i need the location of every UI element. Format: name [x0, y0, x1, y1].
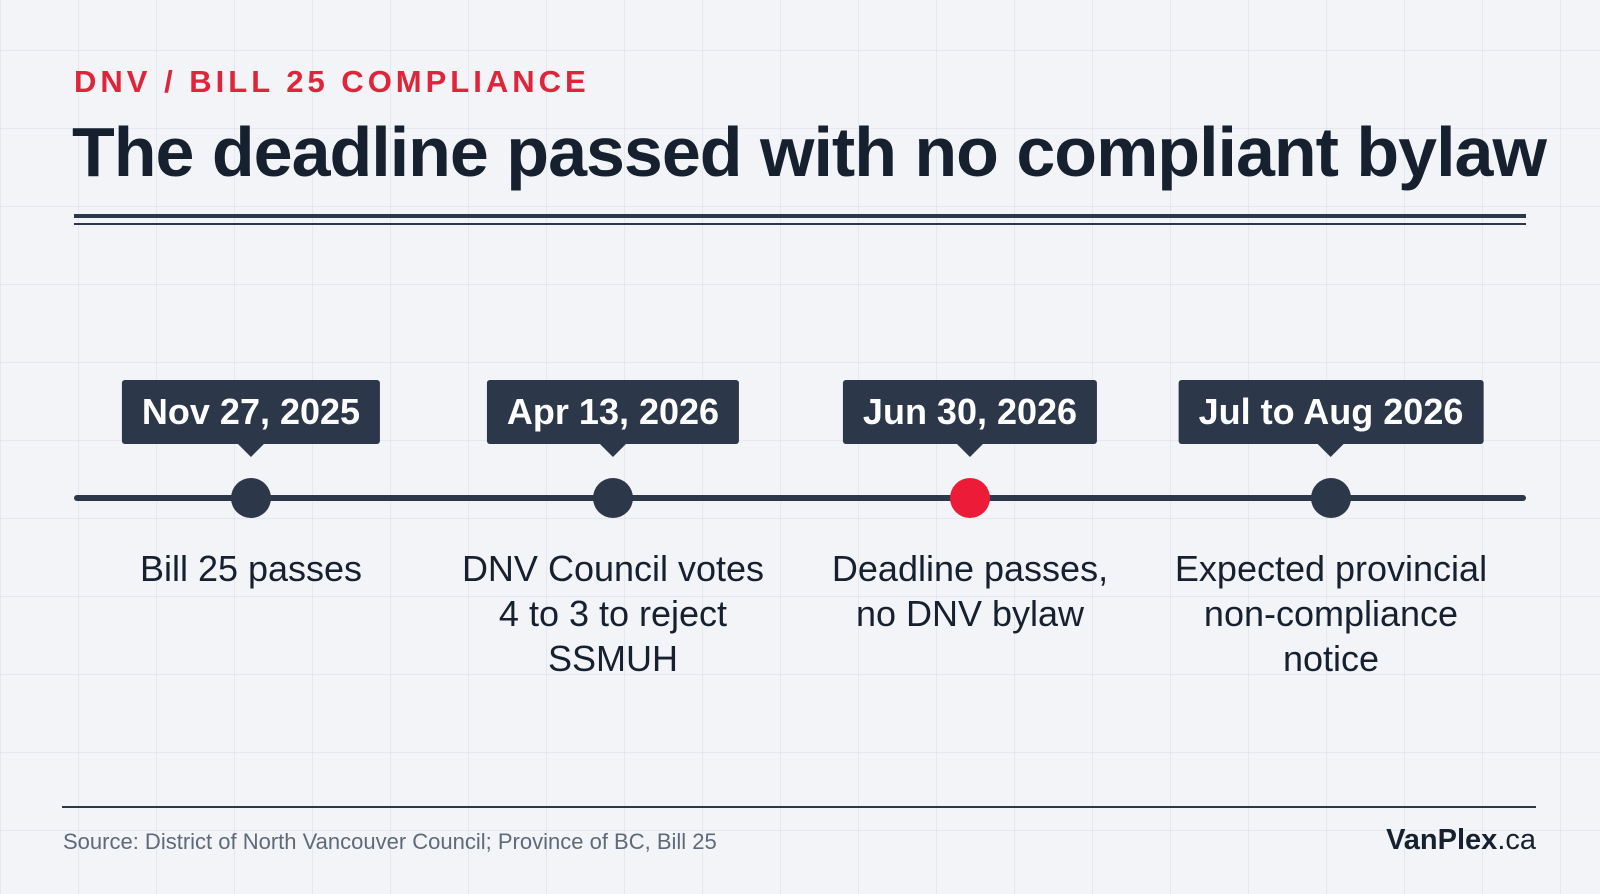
source-note: Source: District of North Vancouver Coun… — [63, 829, 717, 854]
milestone-date: Nov 27, 2025 — [121, 380, 381, 457]
milestone-dot-highlight — [950, 478, 990, 518]
milestone-date: Apr 13, 2026 — [486, 380, 740, 457]
brand-logo: VanPlex.ca — [1386, 824, 1536, 857]
kicker: DNV / BILL 25 COMPLIANCE — [74, 64, 590, 99]
milestone-label: Bill 25 passes — [139, 548, 363, 589]
title-rule-thick — [74, 214, 1526, 218]
title-rule-thin — [74, 223, 1526, 225]
brand-main: VanPlex — [1386, 824, 1498, 856]
milestone-dot — [593, 478, 633, 518]
milestone-label: Deadline passes, no DNV bylaw — [831, 548, 1109, 634]
milestone-label: DNV Council votes 4 to 3 to reject SSMUH — [461, 548, 765, 679]
footer-rule — [62, 806, 1536, 808]
page-title: The deadline passed with no compliant by… — [72, 113, 1547, 191]
milestone-label: Expected provincial non-compliance notic… — [1174, 548, 1488, 679]
milestone-dot — [1311, 478, 1351, 518]
timeline-line — [74, 495, 1526, 501]
milestone-date: Jul to Aug 2026 — [1178, 380, 1484, 457]
milestone-date: Jun 30, 2026 — [842, 380, 1098, 457]
milestone-dot — [231, 478, 271, 518]
brand-suffix: .ca — [1497, 824, 1536, 856]
